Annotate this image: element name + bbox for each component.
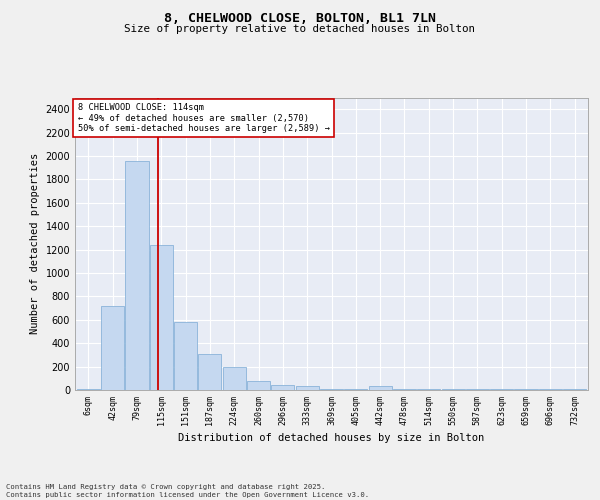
Bar: [199, 354, 221, 390]
Bar: [296, 386, 319, 390]
Bar: [247, 381, 270, 390]
Text: Contains HM Land Registry data © Crown copyright and database right 2025.
Contai: Contains HM Land Registry data © Crown c…: [6, 484, 369, 498]
Bar: [344, 389, 367, 390]
Bar: [77, 389, 100, 390]
Bar: [271, 386, 295, 390]
Bar: [320, 389, 343, 390]
X-axis label: Distribution of detached houses by size in Bolton: Distribution of detached houses by size …: [178, 433, 485, 443]
Bar: [368, 386, 392, 390]
Bar: [393, 389, 416, 390]
Text: Size of property relative to detached houses in Bolton: Size of property relative to detached ho…: [125, 24, 476, 34]
Bar: [223, 366, 246, 390]
Bar: [150, 245, 173, 390]
Bar: [125, 160, 149, 390]
Text: 8, CHELWOOD CLOSE, BOLTON, BL1 7LN: 8, CHELWOOD CLOSE, BOLTON, BL1 7LN: [164, 12, 436, 26]
Y-axis label: Number of detached properties: Number of detached properties: [30, 153, 40, 334]
Bar: [174, 322, 197, 390]
Bar: [101, 306, 124, 390]
Text: 8 CHELWOOD CLOSE: 114sqm
← 49% of detached houses are smaller (2,570)
50% of sem: 8 CHELWOOD CLOSE: 114sqm ← 49% of detach…: [77, 104, 329, 133]
